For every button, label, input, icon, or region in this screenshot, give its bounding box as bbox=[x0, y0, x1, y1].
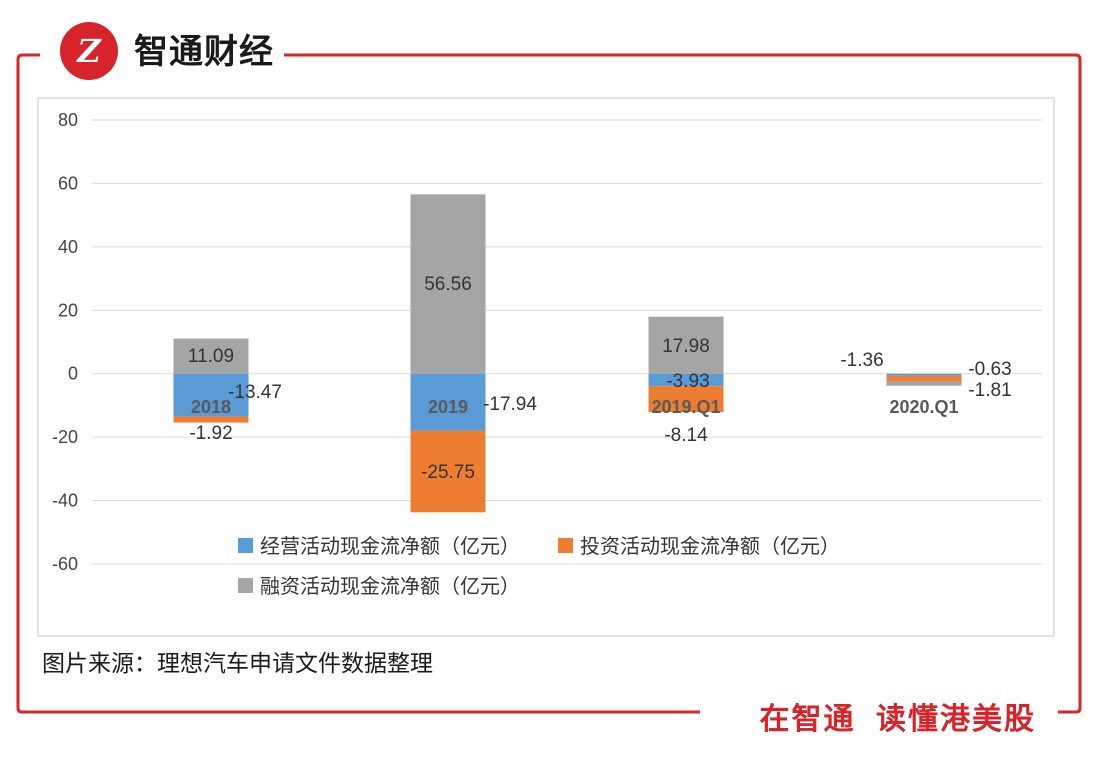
legend-swatch bbox=[238, 538, 253, 553]
financing-value-label: 17.98 bbox=[662, 336, 710, 357]
investing-value-label: -25.75 bbox=[421, 462, 475, 483]
financing-value-label: -1.36 bbox=[840, 350, 883, 371]
investing-bar bbox=[886, 375, 962, 382]
slogan-part-2: 读懂港美股 bbox=[876, 702, 1036, 737]
slogan: 在智通 读懂港美股 bbox=[745, 694, 1050, 738]
y-tick-label: -40 bbox=[52, 491, 78, 511]
legend-label: 投资活动现金流净额（亿元） bbox=[580, 534, 840, 558]
financing-bar bbox=[648, 316, 724, 374]
legend-label: 经营活动现金流净额（亿元） bbox=[260, 534, 520, 558]
y-tick-label: 20 bbox=[58, 300, 78, 320]
investing-value-label: -1.81 bbox=[968, 380, 1011, 401]
operating-value-label: -0.63 bbox=[968, 359, 1011, 380]
gridlines bbox=[92, 119, 1042, 565]
investing-value-label: -8.14 bbox=[664, 425, 708, 446]
y-tick-label: -60 bbox=[52, 554, 78, 574]
category-label: 2019 bbox=[428, 397, 468, 417]
category-label: 2020.Q1 bbox=[889, 397, 958, 417]
y-tick-label: 80 bbox=[58, 110, 78, 130]
legend: 经营活动现金流净额（亿元） 投资活动现金流净额（亿元） 融资活动现金流净额（亿元） bbox=[238, 534, 840, 598]
operating-bar bbox=[648, 373, 724, 387]
slogan-part-1: 在智通 bbox=[759, 702, 856, 737]
investing-bar bbox=[173, 416, 249, 423]
category-label: 2019.Q1 bbox=[651, 397, 720, 417]
brand-name: 智通财经 bbox=[128, 24, 284, 73]
investing-bar bbox=[648, 386, 724, 412]
financing-value-label: 56.56 bbox=[424, 274, 472, 295]
operating-value-label: -17.94 bbox=[483, 394, 537, 415]
operating-bar bbox=[886, 373, 962, 376]
operating-bar bbox=[173, 373, 249, 417]
y-tick-label: 40 bbox=[58, 237, 78, 257]
financing-bar bbox=[173, 338, 249, 374]
bars bbox=[173, 194, 962, 513]
source-note: 图片来源：理想汽车申请文件数据整理 bbox=[42, 651, 433, 677]
brand-logo: Z bbox=[60, 22, 118, 80]
operating-value-label: -3.93 bbox=[666, 371, 709, 392]
operating-bar bbox=[410, 373, 486, 431]
legend-swatch bbox=[558, 538, 573, 553]
financing-bar bbox=[886, 381, 962, 386]
financing-bar bbox=[410, 194, 486, 374]
investing-value-label: -1.92 bbox=[189, 423, 232, 444]
operating-value-label: -13.47 bbox=[228, 382, 282, 403]
category-labels: 2018 2019 2019.Q1 2020.Q1 bbox=[191, 397, 959, 417]
y-tick-label: 0 bbox=[68, 364, 78, 384]
y-tick-label: 60 bbox=[58, 173, 78, 193]
y-tick-label: -20 bbox=[52, 427, 78, 447]
financing-value-label: 11.09 bbox=[188, 346, 234, 367]
legend-swatch bbox=[238, 578, 253, 593]
y-axis: 80 60 40 20 0 -20 -40 -60 bbox=[52, 110, 78, 574]
legend-label: 融资活动现金流净额（亿元） bbox=[260, 574, 520, 598]
data-labels: -13.47 -17.94 -3.93 -0.63 -1.92 -25.75 -8.14 -1… bbox=[188, 274, 1012, 483]
category-label: 2018 bbox=[191, 397, 231, 417]
investing-bar bbox=[410, 430, 486, 513]
